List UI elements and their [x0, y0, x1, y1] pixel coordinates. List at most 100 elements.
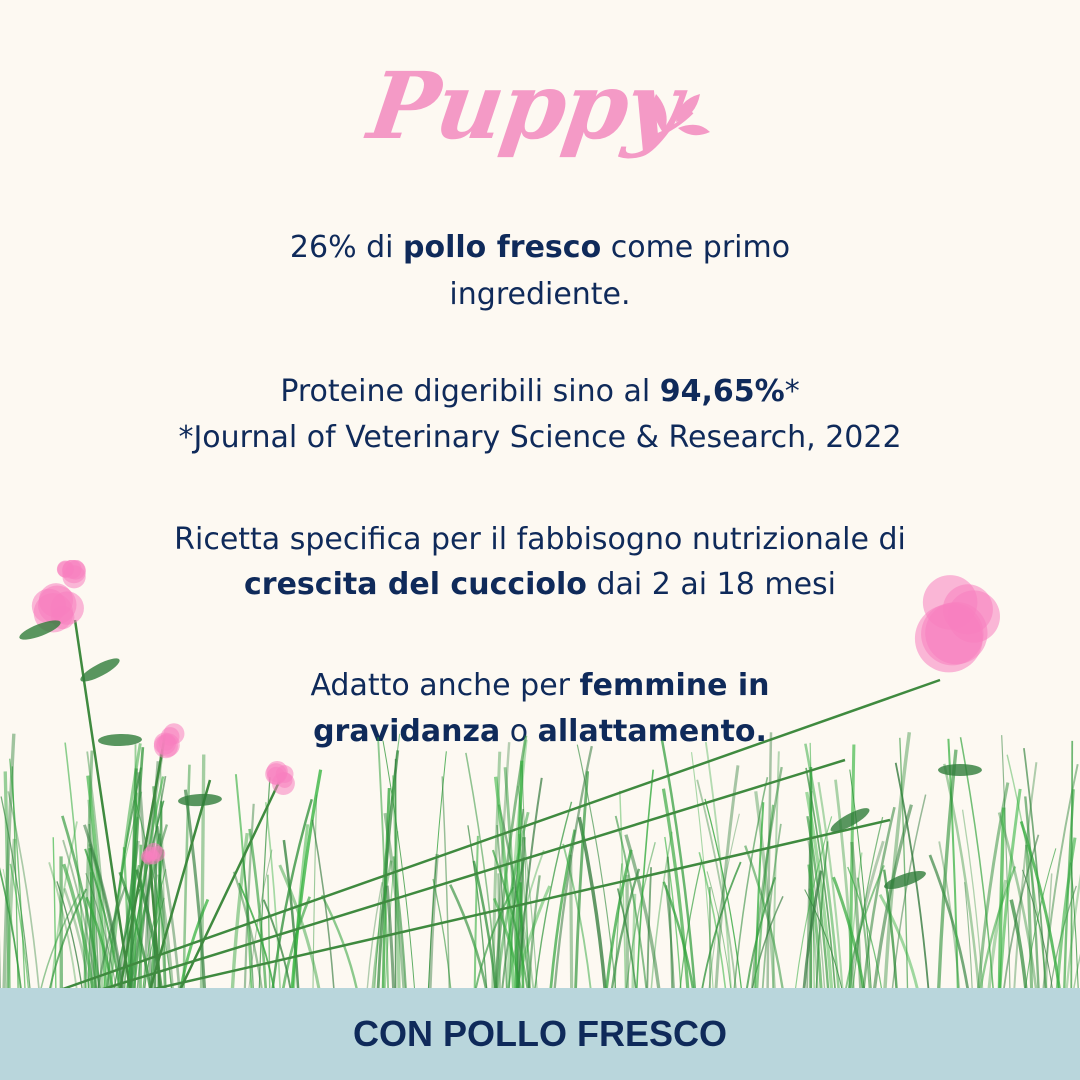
- grass-blade: [493, 776, 516, 990]
- grass-blade: [625, 842, 656, 990]
- grass-blade: [849, 769, 872, 990]
- grass-blade: [1070, 740, 1074, 990]
- grass-blade: [761, 823, 782, 990]
- grass-blade: [527, 875, 541, 990]
- grass-blade: [891, 794, 927, 990]
- grass-blade: [733, 777, 769, 990]
- pink-flower: [921, 602, 984, 666]
- grass-blade: [56, 881, 83, 990]
- grass-blade: [704, 741, 732, 990]
- grass-blade: [155, 825, 181, 990]
- grass-blade: [183, 789, 207, 990]
- flower-stem: [148, 859, 162, 990]
- grass-blade: [574, 771, 590, 990]
- grass-blade: [129, 768, 138, 990]
- pink-flower: [149, 846, 166, 862]
- grass-blade: [1072, 953, 1080, 990]
- pink-flower: [153, 734, 178, 759]
- grass-blade: [118, 871, 152, 990]
- grass-blade: [48, 888, 88, 990]
- feature-2-citation: *Journal of Veterinary Science & Researc…: [178, 420, 902, 455]
- grass-blade: [696, 779, 738, 990]
- grass-blade: [1070, 862, 1079, 990]
- grass-blade: [805, 791, 834, 990]
- grass-blade: [804, 889, 843, 990]
- grass-blade: [1025, 844, 1034, 990]
- grass-blade: [616, 888, 637, 990]
- flower-stem: [178, 779, 282, 990]
- grass-blade: [291, 824, 310, 990]
- grass-blade: [182, 764, 191, 990]
- grass-blade: [85, 872, 117, 990]
- grass-blade: [569, 854, 574, 990]
- grass-blade: [662, 881, 695, 990]
- grass-blade: [517, 785, 538, 990]
- grass-blade: [0, 867, 22, 990]
- grass-blade: [679, 859, 703, 990]
- grass-blade: [848, 744, 856, 990]
- grass-blade: [701, 861, 742, 990]
- grass-blade: [549, 829, 577, 990]
- flower-stem: [118, 734, 167, 990]
- grass-blade: [238, 882, 276, 990]
- grass-blade: [964, 882, 973, 990]
- grass-blade: [794, 816, 833, 990]
- grass-blade: [282, 839, 300, 990]
- grass-blade: [320, 894, 359, 990]
- grass-blade: [661, 788, 690, 990]
- grass-blade: [899, 737, 909, 990]
- grass-blade: [998, 788, 1022, 990]
- leaf: [19, 620, 61, 640]
- feature-3-line-1: Ricetta specifica per il fabbisogno nutr…: [174, 522, 906, 557]
- feature-4-line-1: Adatto anche per femmine in: [310, 668, 770, 703]
- grass-blade: [610, 868, 641, 990]
- grass-blade: [704, 798, 743, 990]
- grass-blade: [449, 884, 488, 990]
- grass-blade: [62, 839, 98, 990]
- grass-blade: [0, 796, 31, 990]
- grass-blade: [432, 878, 452, 990]
- grass-blade: [382, 740, 416, 990]
- grass-blade: [754, 802, 765, 990]
- leaf: [938, 763, 982, 777]
- grass-blade: [83, 750, 94, 990]
- grass-blade: [7, 791, 40, 990]
- grass-blade: [1022, 869, 1054, 990]
- grass-blade: [631, 893, 637, 990]
- grass-blade: [815, 841, 829, 990]
- grass-blade: [936, 749, 958, 990]
- leaf: [178, 793, 222, 807]
- grass-blade: [997, 812, 1038, 990]
- grass-blade: [961, 809, 984, 990]
- grass-blade: [83, 824, 125, 990]
- flower-stem: [59, 678, 941, 990]
- grass-and-flowers-illustration: [0, 560, 1080, 990]
- grass-blade: [1019, 821, 1062, 990]
- grass-blade: [264, 802, 282, 990]
- grass-blade: [50, 821, 78, 990]
- feature-3-line-2: crescita del cucciolo dai 2 ai 18 mesi: [244, 567, 836, 602]
- footer-bar: CON POLLO FRESCO: [0, 988, 1080, 1080]
- grass-blade: [943, 763, 981, 990]
- grass-blade: [646, 867, 653, 990]
- grass-blade: [96, 886, 127, 990]
- grass-blade: [614, 815, 648, 990]
- grass-blade: [882, 869, 898, 990]
- grass-blade: [1006, 754, 1048, 990]
- grass-blade: [807, 840, 826, 990]
- leaf: [98, 733, 142, 747]
- grass-blade: [472, 860, 497, 990]
- grass-blade: [635, 769, 654, 990]
- grass-blade: [39, 893, 80, 990]
- grass-blade: [802, 870, 823, 990]
- feature-2-line-1: Proteine digeribili sino al 94,65%*: [280, 374, 800, 409]
- grass-blade: [521, 764, 529, 990]
- grass-blade: [427, 751, 447, 990]
- grass-blade: [385, 885, 396, 990]
- grass-blade: [1045, 873, 1053, 990]
- grass-blade: [137, 772, 153, 990]
- grass-blade: [392, 775, 401, 990]
- grass-blade: [376, 750, 400, 990]
- grass-blade: [248, 828, 268, 990]
- grass-blade: [576, 744, 617, 990]
